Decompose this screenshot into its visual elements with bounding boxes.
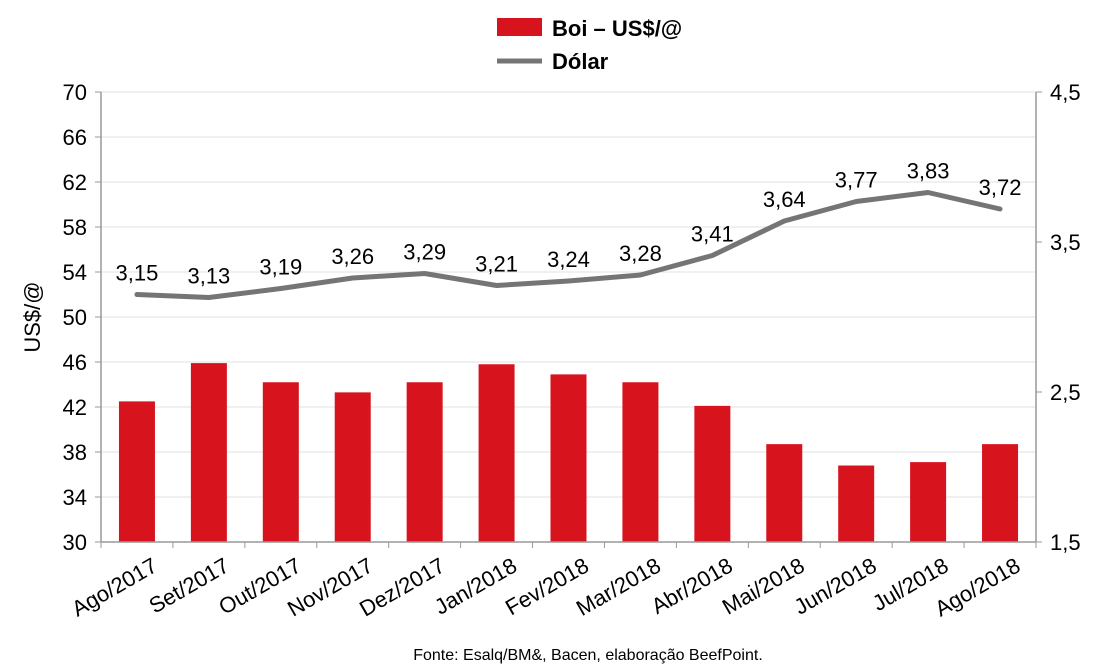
y-tick-label: 30 <box>63 530 87 555</box>
source-note: Fonte: Esalq/BM&, Bacen, elaboração Beef… <box>413 647 763 664</box>
gridlines <box>101 91 1036 543</box>
line-data-label: 3,15 <box>116 261 159 286</box>
line-data-label: 3,29 <box>403 240 446 265</box>
y-tick-label: 62 <box>63 170 87 195</box>
legend-swatch-boi <box>497 18 542 36</box>
bar <box>550 374 587 542</box>
y-tick-label: 70 <box>63 80 87 105</box>
bar-series <box>118 363 1019 542</box>
bar <box>838 465 875 542</box>
line-data-label: 3,19 <box>259 255 302 280</box>
legend: Boi – US$/@ Dólar <box>497 16 682 74</box>
x-tick-label: Ago/2017 <box>67 553 161 622</box>
y-tick-label: 42 <box>63 395 87 420</box>
y-tick-label: 46 <box>63 350 87 375</box>
line-data-label: 3,64 <box>763 187 806 212</box>
line-data-label: 3,72 <box>979 175 1022 200</box>
y-tick-label: 38 <box>63 440 87 465</box>
y-right-tick-label: 3,5 <box>1050 230 1081 255</box>
y-tick-label: 66 <box>63 125 87 150</box>
bar <box>334 392 371 542</box>
y-right-tick-label: 2,5 <box>1050 380 1081 405</box>
y-right-tick-label: 4,5 <box>1050 80 1081 105</box>
axes <box>95 91 1042 548</box>
bar <box>190 363 227 542</box>
bar <box>118 401 155 542</box>
x-tick-label: Mai/2018 <box>718 553 809 620</box>
x-tick-label: Jun/2018 <box>790 553 881 620</box>
y-right-tick-label: 1,5 <box>1050 530 1081 555</box>
line-data-label: 3,21 <box>475 252 518 277</box>
bar <box>478 364 515 542</box>
bar <box>406 382 443 542</box>
line-data-label: 3,24 <box>547 247 590 272</box>
data-labels: 3,15 3,13 3,19 3,26 3,29 3,21 3,24 3,28 3,41 3,64… <box>116 159 1022 289</box>
bar <box>694 405 731 542</box>
bar <box>622 382 659 542</box>
y-tick-label: 58 <box>63 215 87 240</box>
line-data-label: 3,41 <box>691 222 734 247</box>
dolar-line <box>134 190 1003 300</box>
bar <box>766 444 803 542</box>
line-data-label: 3,77 <box>835 168 878 193</box>
legend-label-dolar: Dólar <box>552 49 609 74</box>
line-data-label: 3,26 <box>331 244 374 269</box>
y-tick-label: 34 <box>63 485 87 510</box>
bar <box>262 382 299 542</box>
line-series <box>134 190 1003 300</box>
y-tick-label: 50 <box>63 305 87 330</box>
line-data-label: 3,83 <box>907 159 950 184</box>
bar <box>910 462 947 542</box>
line-data-label: 3,13 <box>187 264 230 289</box>
line-data-label: 3,28 <box>619 241 662 266</box>
y-axis-title: US$/@ <box>20 281 45 352</box>
bar <box>982 444 1019 542</box>
legend-label-boi: Boi – US$/@ <box>552 16 682 41</box>
y-tick-label: 54 <box>63 260 87 285</box>
